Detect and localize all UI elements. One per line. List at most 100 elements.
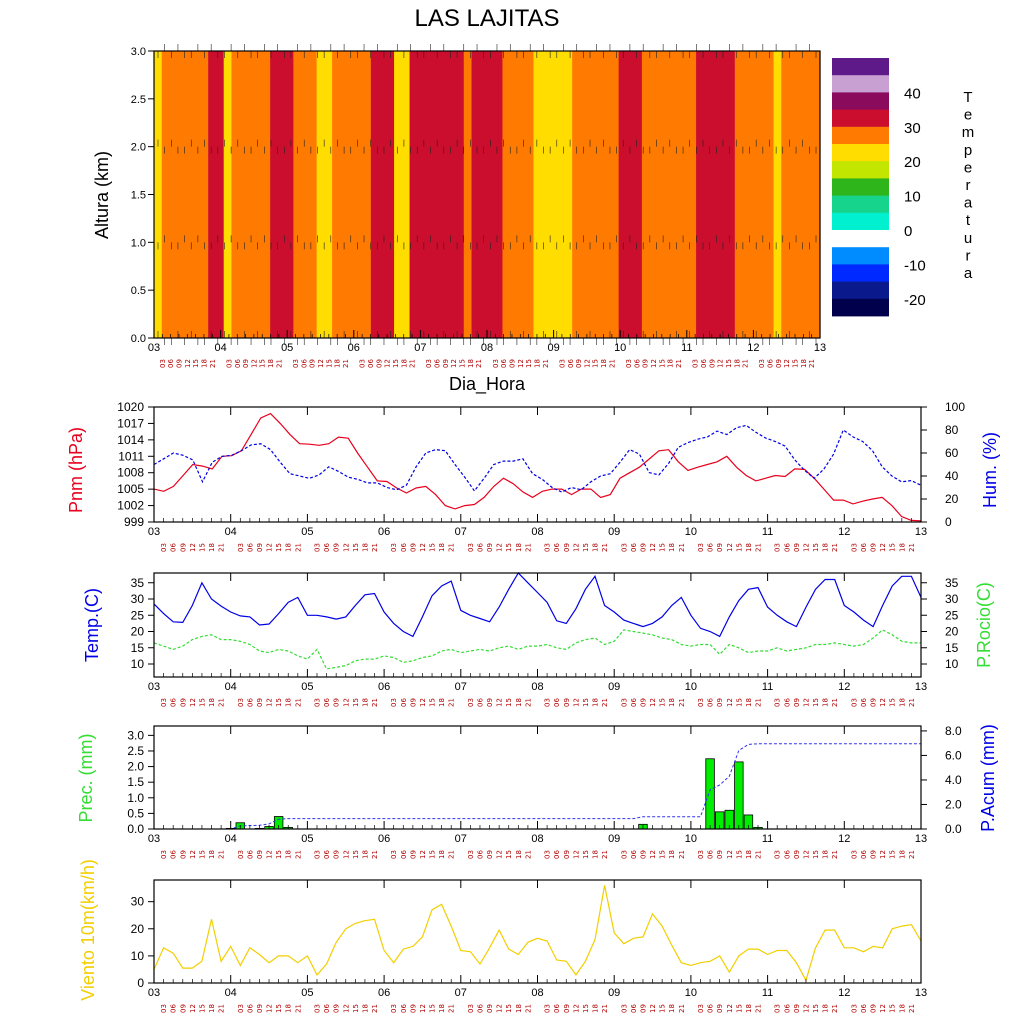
day-tick-label: 06 bbox=[378, 987, 390, 999]
hour-tick-label: 09 bbox=[179, 543, 187, 552]
hour-tick-label: 21 bbox=[409, 359, 417, 368]
hour-tick-label: 12 bbox=[189, 698, 197, 707]
hour-tick-label: 15 bbox=[429, 543, 437, 552]
hour-tick-label: 12 bbox=[266, 698, 274, 707]
colorbar-label-letter: e bbox=[964, 159, 972, 176]
y-tick-label: 2.5 bbox=[131, 94, 146, 106]
hour-tick-label: 03 bbox=[850, 543, 858, 552]
hour-tick-label: 18 bbox=[898, 850, 906, 859]
hour-tick-label: 21 bbox=[678, 1004, 686, 1013]
hour-tick-label: 06 bbox=[707, 1004, 715, 1013]
day-tick-label: 10 bbox=[685, 987, 697, 999]
heatmap-cell bbox=[572, 51, 581, 338]
hour-tick-label: 03 bbox=[544, 850, 552, 859]
hour-tick-label: 12 bbox=[342, 543, 350, 552]
hour-tick-label: 15 bbox=[582, 698, 590, 707]
hour-tick-label: 15 bbox=[658, 359, 666, 368]
heatmap-cell bbox=[781, 51, 790, 338]
hour-tick-label: 03 bbox=[467, 543, 475, 552]
day-tick-label: 08 bbox=[481, 342, 493, 354]
heatmap-cell bbox=[208, 51, 217, 338]
hour-tick-label: 21 bbox=[218, 1004, 226, 1013]
series-line bbox=[153, 629, 921, 670]
colorbar-box bbox=[832, 109, 889, 128]
hour-tick-label: 09 bbox=[375, 359, 383, 368]
hour-tick-label: 15 bbox=[352, 1004, 360, 1013]
wind-axis-label: Viento 10m(km/h) bbox=[78, 859, 98, 1001]
hour-tick-label: 12 bbox=[879, 850, 887, 859]
hour-tick-label: 09 bbox=[870, 543, 878, 552]
heatmap-cell bbox=[688, 51, 697, 338]
hour-tick-label: 15 bbox=[889, 1004, 897, 1013]
day-tick-label: 07 bbox=[414, 342, 426, 354]
day-tick-label: 05 bbox=[301, 987, 313, 999]
hour-tick-label: 12 bbox=[189, 543, 197, 552]
hour-tick-label: 06 bbox=[783, 850, 791, 859]
heatmap-cell bbox=[719, 51, 728, 338]
colorbar-box bbox=[832, 281, 889, 300]
hour-tick-label: 15 bbox=[459, 359, 467, 368]
hour-tick-label: 15 bbox=[429, 850, 437, 859]
y-tick-label: 1002 bbox=[117, 499, 144, 513]
heatmap-cell bbox=[370, 51, 380, 338]
day-tick-label: 09 bbox=[608, 987, 620, 999]
heatmap-cell bbox=[548, 51, 558, 338]
hour-tick-label: 03 bbox=[390, 543, 398, 552]
hour-tick-label: 21 bbox=[209, 359, 217, 368]
hour-tick-label: 09 bbox=[793, 1004, 801, 1013]
heatmap-cell bbox=[239, 51, 248, 338]
heatmap-cell bbox=[680, 51, 689, 338]
hour-tick-label: 15 bbox=[582, 850, 590, 859]
hour-tick-label: 18 bbox=[745, 850, 753, 859]
y-tick-label: 20 bbox=[945, 492, 959, 506]
day-tick-label: 10 bbox=[685, 526, 697, 538]
hour-tick-label: 21 bbox=[678, 698, 686, 707]
heatmap-cell bbox=[448, 51, 457, 338]
hour-tick-label: 06 bbox=[707, 698, 715, 707]
hour-tick-label: 09 bbox=[409, 850, 417, 859]
hour-tick-label: 21 bbox=[608, 359, 616, 368]
hour-tick-label: 12 bbox=[572, 698, 580, 707]
hour-tick-label: 18 bbox=[667, 359, 675, 368]
heatmap-cell bbox=[394, 51, 403, 338]
heatmap-cell bbox=[347, 51, 356, 338]
hour-tick-label: 09 bbox=[563, 543, 571, 552]
hour-tick-label: 21 bbox=[808, 359, 816, 368]
hour-tick-label: 21 bbox=[294, 698, 302, 707]
hour-tick-label: 09 bbox=[575, 359, 583, 368]
hour-tick-label: 15 bbox=[192, 359, 200, 368]
y-tick-label: 1014 bbox=[117, 433, 144, 447]
y-tick-label: 4.0 bbox=[945, 773, 962, 787]
hour-tick-label: 12 bbox=[250, 359, 258, 368]
hour-tick-label: 09 bbox=[175, 359, 183, 368]
heatmap-cell bbox=[758, 51, 767, 338]
heatmap-cell bbox=[541, 51, 550, 338]
heatmap-cell bbox=[293, 51, 302, 338]
hour-tick-label: 15 bbox=[352, 543, 360, 552]
hour-tick-label: 09 bbox=[870, 698, 878, 707]
heatmap-cell bbox=[525, 51, 535, 338]
hour-tick-label: 21 bbox=[908, 698, 916, 707]
hour-tick-label: 21 bbox=[371, 850, 379, 859]
day-tick-label: 13 bbox=[814, 342, 826, 354]
hour-tick-label: 12 bbox=[496, 543, 504, 552]
panel-frame bbox=[153, 572, 922, 678]
hour-tick-label: 03 bbox=[850, 850, 858, 859]
heatmap-y-label: Altura (km) bbox=[92, 151, 112, 239]
day-tick-label: 08 bbox=[531, 987, 543, 999]
day-tick-label: 04 bbox=[225, 833, 237, 845]
heatmap-cell bbox=[161, 51, 171, 338]
hour-tick-label: 09 bbox=[409, 543, 417, 552]
hour-tick-label: 09 bbox=[563, 1004, 571, 1013]
y-tick-label: 0.0 bbox=[131, 333, 146, 345]
heatmap-cell bbox=[285, 51, 294, 338]
hour-tick-label: 09 bbox=[716, 1004, 724, 1013]
heatmap-cell bbox=[215, 51, 225, 338]
hour-tick-label: 12 bbox=[266, 1004, 274, 1013]
precip-bar bbox=[705, 758, 715, 830]
hour-tick-label: 06 bbox=[476, 543, 484, 552]
heatmap-cell bbox=[308, 51, 318, 338]
